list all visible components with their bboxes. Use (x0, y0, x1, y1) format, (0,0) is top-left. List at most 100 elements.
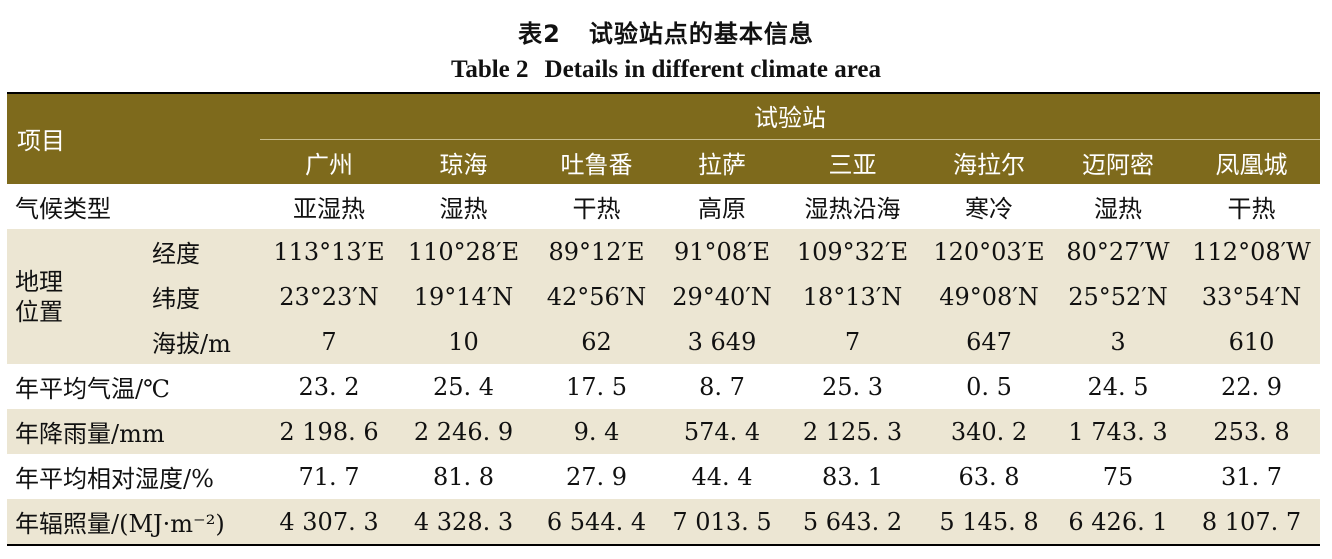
cell: 253. 8 (1183, 409, 1320, 454)
row-label: 年辐照量/(MJ·m⁻²) (7, 499, 260, 544)
row-label: 年平均相对湿度/% (15, 465, 214, 493)
row-label: 气候类型 (15, 195, 111, 223)
cell: 113°13′E (260, 229, 398, 274)
cell: 22. 9 (1220, 372, 1283, 401)
cell: 8. 7 (699, 372, 745, 401)
cell: 2 125. 3 (780, 409, 925, 454)
cell: 5 145. 8 (925, 499, 1053, 544)
cell: 0. 5 (966, 372, 1012, 401)
header-station: 海拉尔 (925, 139, 1053, 184)
cell: 112°08′W (1183, 229, 1320, 274)
table-row-longitude: 地理 位置 经度 113°13′E 110°28′E 89°12′E 91°08… (7, 229, 1320, 364)
header-station: 迈阿密 (1053, 139, 1183, 184)
cell: 2 198. 6 (260, 409, 398, 454)
cell: 1 743. 3 (1053, 409, 1183, 454)
cell: 81. 8 (432, 462, 495, 491)
table-title-cn: 表2 试验站点的基本信息 (0, 14, 1332, 49)
cell: 120°03′E (925, 229, 1053, 274)
cell: 24. 5 (1087, 372, 1149, 401)
table-row-humidity: 年平均相对湿度/% 71. 7 81. 8 27. 9 44. 4 83. 1 … (7, 454, 1320, 499)
cell: 62 (529, 319, 664, 364)
cell: 3 649 (664, 319, 780, 364)
table-row-altitude: 海拔/m 7 10 62 3 649 7 647 3 610 (7, 319, 1320, 364)
table-caption-cn: 试验站点的基本信息 (588, 20, 814, 48)
geo-label-line: 地理 (15, 267, 63, 296)
cell: 80°27′W (1053, 229, 1183, 274)
cell: 44. 4 (691, 462, 753, 491)
header-station: 三亚 (780, 139, 925, 184)
header-test-station: 试验站 (260, 92, 1320, 140)
header-station: 拉萨 (664, 139, 780, 184)
cell: 71. 7 (298, 462, 360, 491)
cell: 42°56′N (529, 274, 664, 319)
cell: 7 (260, 319, 398, 364)
cell: 干热 (1227, 195, 1276, 223)
table-caption-en: Details in different climate area (544, 56, 882, 83)
cell: 6 544. 4 (529, 499, 664, 544)
cell: 25. 4 (432, 372, 495, 401)
table-label-cn: 表2 (518, 20, 561, 48)
row-label: 年降雨量/mm (7, 409, 260, 454)
cell: 49°08′N (925, 274, 1053, 319)
cell: 亚湿热 (293, 195, 365, 223)
cell: 9. 4 (529, 409, 664, 454)
row-label-geo: 地理 位置 (7, 229, 142, 364)
cell: 10 (398, 319, 529, 364)
cell: 109°32′E (780, 229, 925, 274)
cell: 19°14′N (398, 274, 529, 319)
row-sublabel: 海拔/m (142, 319, 260, 364)
cell: 75 (1102, 462, 1134, 491)
cell: 6 426. 1 (1053, 499, 1183, 544)
table-row-climate: 气候类型 亚湿热 湿热 干热 高原 湿热沿海 寒冷 湿热 干热 (7, 184, 1320, 229)
cell: 63. 8 (958, 462, 1020, 491)
cell: 647 (925, 319, 1053, 364)
header-station: 广州 (260, 139, 398, 184)
cell: 5 643. 2 (780, 499, 925, 544)
cell: 23°23′N (260, 274, 398, 319)
cell: 4 307. 3 (260, 499, 398, 544)
cell: 83. 1 (821, 462, 884, 491)
header-station: 凤凰城 (1183, 139, 1320, 184)
cell: 31. 7 (1220, 462, 1283, 491)
header-station: 吐鲁番 (529, 139, 664, 184)
table-title-en: Table 2 Details in different climate area (0, 56, 1332, 84)
cell: 340. 2 (925, 409, 1053, 454)
station-info-table: 项目 试验站 广州 琼海 吐鲁番 拉萨 三亚 海拉尔 迈阿密 凤凰城 气候类型 … (7, 92, 1320, 544)
cell: 89°12′E (529, 229, 664, 274)
table-row-temperature: 年平均气温/℃ 23. 2 25. 4 17. 5 8. 7 25. 3 0. … (7, 364, 1320, 409)
cell: 110°28′E (398, 229, 529, 274)
cell: 91°08′E (664, 229, 780, 274)
cell: 17. 5 (565, 372, 628, 401)
cell: 574. 4 (664, 409, 780, 454)
row-sublabel: 纬度 (142, 274, 260, 319)
table-row-latitude: 纬度 23°23′N 19°14′N 42°56′N 29°40′N 18°13… (7, 274, 1320, 319)
cell: 27. 9 (565, 462, 628, 491)
cell: 25°52′N (1053, 274, 1183, 319)
cell: 湿热 (1094, 195, 1142, 223)
cell: 高原 (698, 195, 746, 223)
table-label-en: Table 2 (450, 56, 529, 83)
cell: 33°54′N (1183, 274, 1320, 319)
cell: 湿热沿海 (804, 195, 901, 223)
header-item: 项目 (7, 92, 260, 184)
cell: 2 246. 9 (398, 409, 529, 454)
cell: 23. 2 (298, 372, 360, 401)
cell: 8 107. 7 (1183, 499, 1320, 544)
cell: 4 328. 3 (398, 499, 529, 544)
row-sublabel: 经度 (142, 229, 260, 274)
header-station: 琼海 (398, 139, 529, 184)
table-top-rule (7, 92, 1320, 94)
row-label: 年平均气温/℃ (15, 375, 170, 403)
table-bottom-rule (7, 544, 1320, 546)
geo-label-line: 位置 (15, 297, 63, 326)
cell: 29°40′N (664, 274, 780, 319)
cell: 3 (1053, 319, 1183, 364)
cell: 湿热 (439, 195, 488, 223)
cell: 25. 3 (821, 372, 884, 401)
table-row-irradiance: 年辐照量/(MJ·m⁻²) 4 307. 3 4 328. 3 6 544. 4… (7, 499, 1320, 544)
cell: 18°13′N (780, 274, 925, 319)
cell: 610 (1183, 319, 1320, 364)
cell: 寒冷 (965, 195, 1013, 223)
cell: 干热 (572, 195, 621, 223)
cell: 7 013. 5 (664, 499, 780, 544)
